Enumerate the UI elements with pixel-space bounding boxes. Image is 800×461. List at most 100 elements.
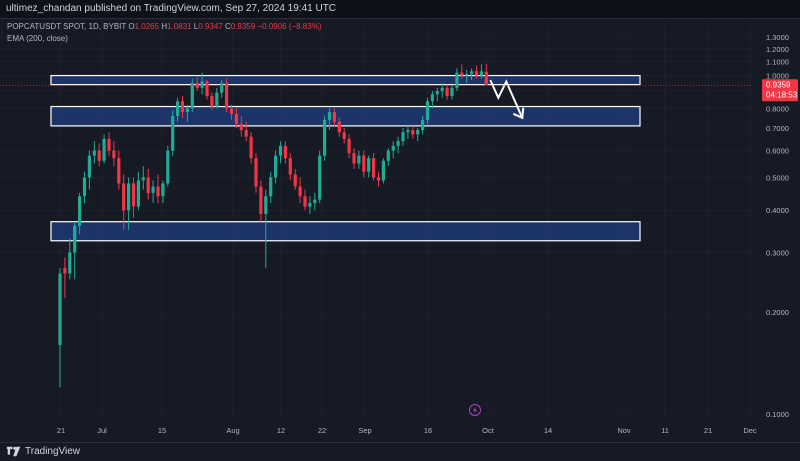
candle-body [185,108,189,113]
y-tick-label: 0.8000 [766,104,789,113]
candle-body [205,81,209,97]
candle-body [337,121,341,133]
y-tick-label: 1.1000 [766,58,789,67]
candle-body [450,87,454,97]
x-tick-label: Nov [617,426,631,435]
candle-body [352,153,356,164]
candle-body [396,141,400,146]
y-tick-label: 0.4000 [766,206,789,215]
candle-body [445,87,449,97]
candle-body [269,177,273,197]
candle-body [327,112,332,120]
x-tick-label: 21 [704,426,712,435]
candle-body [347,138,351,154]
projection-path [489,79,524,119]
projection-arrow [489,79,525,120]
open-value: 1.0265 [134,22,160,31]
candle-body [122,183,126,211]
x-tick-label: 14 [544,426,552,435]
symbol-legend[interactable]: POPCATUSDT SPOT, 1D, BYBIT O1.0265 H1.08… [7,22,321,31]
y-tick-label: 0.5000 [766,173,789,182]
candle-body [112,150,116,159]
candle-body [264,196,268,214]
candle-body [166,150,170,184]
y-tick-label: 0.3000 [766,249,789,258]
x-tick-label: Dec [743,426,757,435]
candle-body [82,177,87,197]
zone-3 [50,221,641,242]
candle-body [367,158,371,172]
candle-body [283,145,287,159]
candle-body [225,83,229,109]
candle-body [362,155,366,172]
candle-body [484,71,488,86]
candle-body [146,177,150,193]
lightning-icon[interactable] [469,404,481,416]
candle-body [357,155,361,164]
candle-body [391,145,395,151]
y-tick-label: 0.7000 [766,124,789,133]
low-value: 0.9347 [198,22,223,31]
candle-body [141,177,145,181]
candle-body [465,74,469,76]
candle-body [249,136,253,159]
candle-body [63,268,67,274]
footer: TradingView [0,442,800,461]
x-tick-label: 22 [318,426,326,435]
tradingview-brand[interactable]: TradingView [25,446,81,457]
candle-body [97,150,101,161]
high-value: 1.0831 [167,22,192,31]
y-tick-label: 0.1000 [766,410,789,419]
candle-body [288,158,292,175]
change-value: −0.0906 (−8.83%) [257,22,322,31]
candles [58,63,488,388]
candle-body [176,101,180,116]
candle-body [210,96,214,107]
x-tick-label: 16 [424,426,432,435]
candle-body [229,108,234,114]
candle-body [323,119,327,156]
x-tick-label: 12 [277,426,285,435]
candle-body [372,158,376,178]
x-tick-label: 11 [661,426,669,435]
candle-body [318,155,322,200]
candle-body [107,138,111,151]
candle-body [381,160,385,181]
candle-body [127,183,131,211]
candle-body [435,91,439,95]
x-axis: 21 Jul 15 Aug 12 22 Sep 16 Oct 14 Nov 11 21 Dec [57,426,757,435]
candle-body [73,225,77,253]
candle-body [406,130,410,133]
candle-body [102,138,106,161]
publisher-header: ultimez_chandan published on TradingView… [0,0,800,19]
candle-body [440,87,444,92]
candle-body [215,92,219,107]
close-label: C [224,22,231,31]
candle-body [430,94,434,102]
candle-body [254,158,258,187]
candle-body [401,132,405,142]
y-tick-label: 0.2000 [766,308,789,317]
candle-body [171,115,175,151]
candle-body [474,71,479,76]
candle-body [151,186,155,193]
candle-body [274,155,278,178]
publisher-text: ultimez_chandan published on TradingView… [6,3,337,14]
tradingview-logo-icon[interactable] [6,446,22,457]
candle-body [117,158,121,184]
candle-body [411,130,415,135]
candle-body [234,113,238,124]
candle-body [180,101,185,113]
y-tick-label: 1.2000 [766,45,789,54]
y-tick-label: 1.3000 [766,33,789,42]
candle-body [308,203,312,207]
candle-body [460,72,464,76]
support-resistance-zones [50,74,641,242]
symbol-name[interactable]: POPCATUSDT SPOT, 1D, BYBIT [7,22,127,31]
current-price-tag: 0.9359 04:18:53 [762,79,798,102]
candle-body [259,186,263,214]
ema-legend[interactable]: EMA (200, close) [7,34,68,43]
candle-body [131,183,136,207]
candle-body [136,180,140,207]
